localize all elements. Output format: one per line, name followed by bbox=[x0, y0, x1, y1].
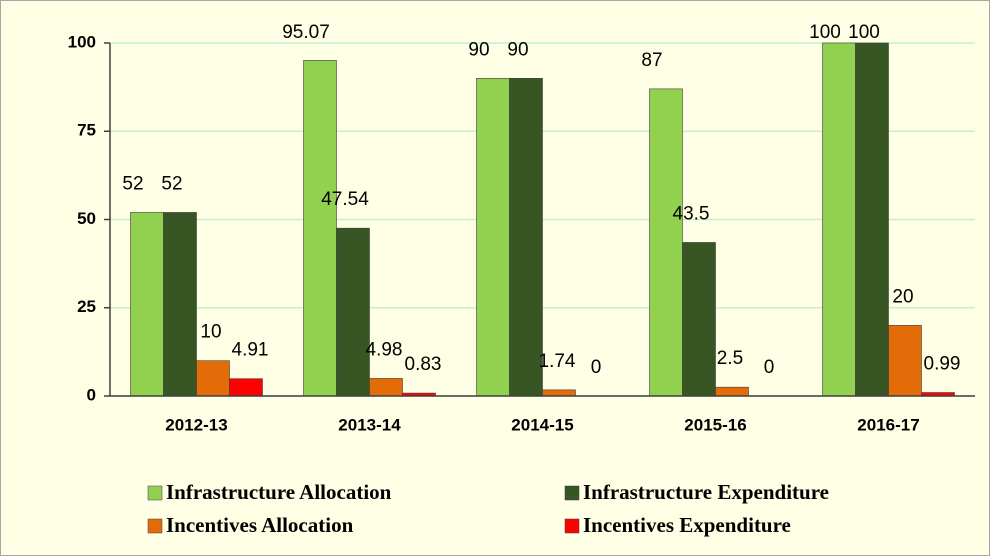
data-label: 52 bbox=[122, 173, 143, 194]
data-label: 0.83 bbox=[405, 354, 442, 375]
data-label: 87 bbox=[641, 50, 662, 71]
bar bbox=[682, 242, 716, 397]
bar bbox=[888, 325, 922, 397]
y-tick-label: 50 bbox=[77, 209, 96, 228]
legend-label: Incentives Allocation bbox=[166, 513, 354, 537]
data-label: 100 bbox=[809, 22, 841, 43]
data-label: 90 bbox=[468, 39, 489, 60]
data-label: 0 bbox=[764, 357, 775, 378]
bar bbox=[229, 378, 263, 397]
x-tick-label: 2015-16 bbox=[684, 415, 746, 434]
data-label: 20 bbox=[892, 286, 913, 307]
data-label: 4.98 bbox=[366, 339, 403, 360]
data-label: 95.07 bbox=[282, 22, 330, 43]
x-tick-label: 2014-15 bbox=[511, 415, 573, 434]
bar bbox=[855, 42, 889, 397]
x-tick-label: 2013-14 bbox=[338, 415, 401, 434]
data-label: 1.74 bbox=[539, 351, 576, 372]
bar bbox=[715, 386, 749, 397]
bar bbox=[163, 212, 197, 397]
data-label: 2.5 bbox=[717, 348, 743, 369]
data-label: 52 bbox=[161, 173, 182, 194]
y-tick-label: 75 bbox=[77, 121, 96, 140]
bar bbox=[649, 88, 683, 397]
legend-swatch bbox=[147, 485, 163, 501]
data-label: 0.99 bbox=[924, 354, 961, 375]
bar bbox=[822, 42, 856, 397]
bar bbox=[509, 78, 543, 397]
data-label: 90 bbox=[507, 39, 528, 60]
legend-label: Infrastructure Expenditure bbox=[583, 480, 829, 504]
legend-label: Infrastructure Allocation bbox=[166, 480, 392, 504]
data-label: 10 bbox=[200, 322, 221, 343]
data-label: 4.91 bbox=[232, 340, 269, 361]
y-tick-label: 25 bbox=[77, 297, 96, 316]
y-tick-label: 100 bbox=[68, 32, 96, 51]
data-label: 100 bbox=[848, 22, 880, 43]
x-tick-label: 2012-13 bbox=[165, 415, 227, 434]
data-label: 47.54 bbox=[321, 189, 369, 210]
legend-label: Incentives Expenditure bbox=[583, 513, 791, 537]
bar bbox=[336, 227, 370, 397]
x-tick-label: 2016-17 bbox=[857, 415, 919, 434]
bar bbox=[542, 389, 576, 397]
bar bbox=[476, 78, 510, 397]
legend-swatch bbox=[147, 518, 163, 534]
bar bbox=[303, 60, 337, 397]
legend-swatch bbox=[564, 485, 580, 501]
data-label: 43.5 bbox=[673, 203, 710, 224]
bar bbox=[369, 378, 403, 397]
bar bbox=[130, 212, 164, 397]
legend-swatch bbox=[564, 518, 580, 534]
data-label: 0 bbox=[591, 357, 602, 378]
y-tick-label: 0 bbox=[87, 385, 96, 404]
bar bbox=[196, 360, 230, 397]
